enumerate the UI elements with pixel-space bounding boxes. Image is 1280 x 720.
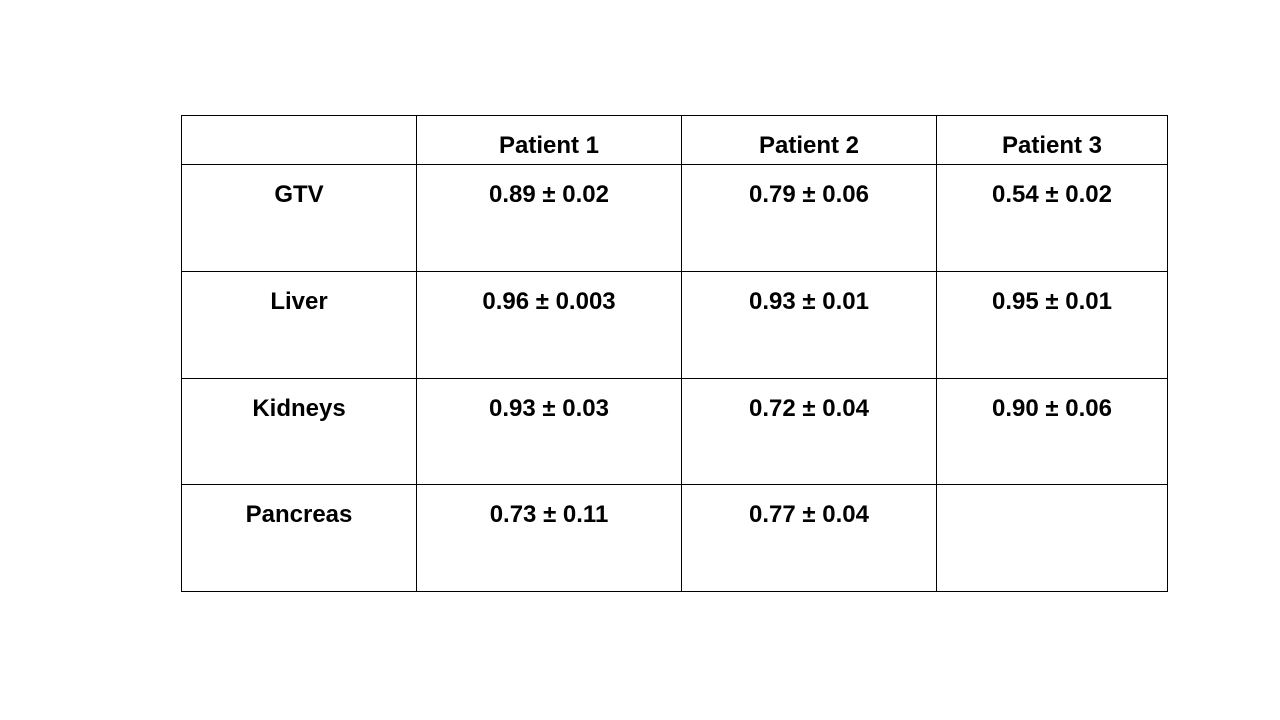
table-row-liver: Liver 0.96 ± 0.003 0.93 ± 0.01 0.95 ± 0.… xyxy=(181,270,1168,379)
value-cell-gtv-p3: 0.54 ± 0.02 xyxy=(936,164,1168,272)
row-label-pancreas: Pancreas xyxy=(181,484,417,592)
row-label-gtv: GTV xyxy=(181,164,417,272)
header-row: Patient 1 Patient 2 Patient 3 xyxy=(181,115,1168,165)
value-cell-pancreas-p1: 0.73 ± 0.11 xyxy=(416,484,682,592)
value-cell-kidneys-p2: 0.72 ± 0.04 xyxy=(681,377,937,486)
results-table: Patient 1 Patient 2 Patient 3 GTV 0.89 ±… xyxy=(181,115,1168,592)
value-cell-gtv-p1: 0.89 ± 0.02 xyxy=(416,164,682,272)
value-cell-gtv-p2: 0.79 ± 0.06 xyxy=(681,164,937,272)
value-cell-pancreas-p3 xyxy=(936,484,1168,592)
value-cell-liver-p3: 0.95 ± 0.01 xyxy=(936,270,1168,379)
value-cell-kidneys-p3: 0.90 ± 0.06 xyxy=(936,377,1168,486)
header-cell-patient-1: Patient 1 xyxy=(416,115,682,165)
value-cell-liver-p1: 0.96 ± 0.003 xyxy=(416,270,682,379)
value-cell-liver-p2: 0.93 ± 0.01 xyxy=(681,270,937,379)
value-cell-kidneys-p1: 0.93 ± 0.03 xyxy=(416,377,682,486)
value-cell-pancreas-p2: 0.77 ± 0.04 xyxy=(681,484,937,592)
row-label-kidneys: Kidneys xyxy=(181,377,417,486)
table-row-kidneys: Kidneys 0.93 ± 0.03 0.72 ± 0.04 0.90 ± 0… xyxy=(181,377,1168,486)
row-label-liver: Liver xyxy=(181,270,417,379)
header-cell-patient-3: Patient 3 xyxy=(936,115,1168,165)
table-row-pancreas: Pancreas 0.73 ± 0.11 0.77 ± 0.04 xyxy=(181,484,1168,592)
header-cell-empty xyxy=(181,115,417,165)
table-row-gtv: GTV 0.89 ± 0.02 0.79 ± 0.06 0.54 ± 0.02 xyxy=(181,164,1168,272)
header-cell-patient-2: Patient 2 xyxy=(681,115,937,165)
